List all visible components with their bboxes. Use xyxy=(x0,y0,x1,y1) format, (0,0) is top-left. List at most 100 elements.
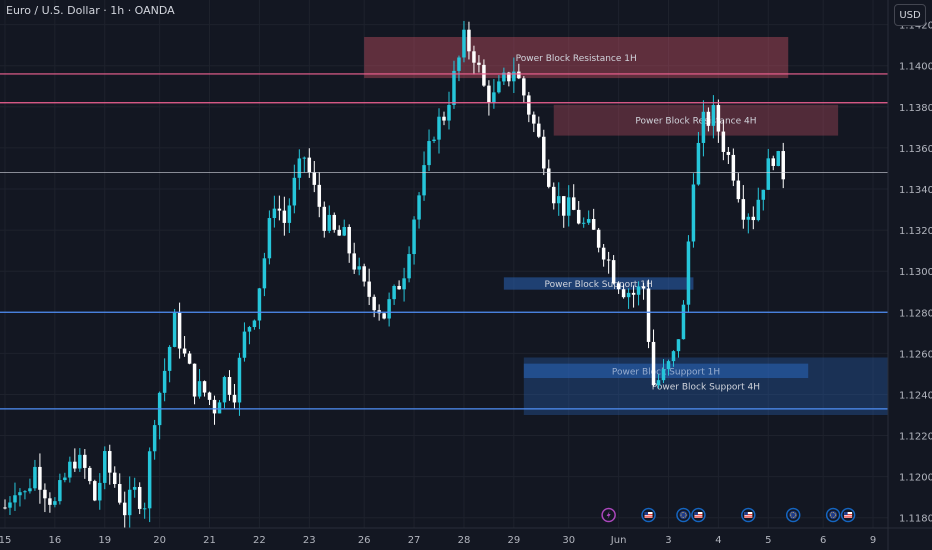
candle-body xyxy=(776,151,780,166)
candle-body xyxy=(307,157,312,173)
candle-body xyxy=(576,209,581,224)
candle-body xyxy=(18,492,22,496)
us-flag-glyph xyxy=(644,512,649,515)
candle-body xyxy=(347,226,351,254)
power-block-zones: Power Block Resistance 1H Power Block Res… xyxy=(364,36,888,416)
candle-body xyxy=(462,29,466,58)
x-tick-label: 26 xyxy=(358,535,371,546)
flash-icon-glyph xyxy=(606,511,611,519)
candle-body xyxy=(681,304,686,340)
eu-flag-glyph xyxy=(830,512,837,519)
event-markers[interactable] xyxy=(601,507,856,523)
candle-body xyxy=(552,186,556,204)
candle-body xyxy=(342,226,346,236)
candle-body xyxy=(58,480,62,502)
candle-body xyxy=(88,467,92,482)
y-tick-label: 1.12400 xyxy=(899,390,932,401)
candle-body xyxy=(736,180,741,200)
candle-body xyxy=(746,216,751,220)
power-block-zone xyxy=(364,36,789,79)
power-block-zone xyxy=(553,104,839,136)
candle-body xyxy=(571,197,576,210)
y-tick-label: 1.13600 xyxy=(899,144,932,155)
eu-flag-glyph xyxy=(680,512,687,519)
candle-body xyxy=(537,123,541,137)
candle-body xyxy=(172,312,177,347)
candle-body xyxy=(512,71,516,82)
candle-body xyxy=(262,258,267,289)
candle-body xyxy=(691,184,696,242)
candle-body xyxy=(222,377,227,403)
y-tick-label: 1.12600 xyxy=(899,349,932,360)
candle-body xyxy=(352,253,356,270)
candle-body xyxy=(43,489,47,499)
candle-body xyxy=(227,377,232,395)
candle-body xyxy=(257,288,262,321)
candle-body xyxy=(497,81,501,93)
candle-body xyxy=(671,351,676,362)
candle-body xyxy=(596,229,601,248)
candle-body xyxy=(437,116,441,140)
candle-body xyxy=(457,57,461,71)
us-flag-glyph xyxy=(644,514,653,516)
currency-button[interactable]: USD xyxy=(894,4,926,26)
x-tick-label: 19 xyxy=(98,535,111,546)
candle-body xyxy=(686,241,691,305)
candle-body xyxy=(502,72,506,82)
candle-body xyxy=(217,402,222,414)
candle-body xyxy=(522,78,526,96)
candle-body xyxy=(68,461,72,478)
candle-body xyxy=(212,399,217,414)
candle-body xyxy=(98,482,102,501)
candle-body xyxy=(616,283,621,290)
candle-body xyxy=(646,288,651,342)
candle-body xyxy=(242,331,247,358)
candle-body xyxy=(397,285,401,290)
power-block-zone xyxy=(523,363,809,379)
candle-body xyxy=(302,157,307,159)
x-tick-label: 27 xyxy=(408,535,421,546)
candle-body xyxy=(581,222,586,224)
candle-body xyxy=(467,29,471,52)
x-tick-label: 16 xyxy=(49,535,62,546)
us-flag-glyph xyxy=(744,516,753,518)
candle-body xyxy=(422,165,426,196)
x-tick-label: 22 xyxy=(253,535,266,546)
x-tick-label: 4 xyxy=(715,535,721,546)
eu-flag-glyph xyxy=(790,512,797,519)
candle-body xyxy=(177,312,182,349)
power-block-zone xyxy=(503,277,694,290)
power-block-zone xyxy=(523,357,888,416)
candle-body xyxy=(192,363,197,397)
candle-body xyxy=(162,370,167,393)
candle-body xyxy=(137,486,142,509)
candle-body xyxy=(317,184,322,207)
y-tick-label: 1.12200 xyxy=(899,432,932,443)
y-tick-label: 1.12800 xyxy=(899,308,932,319)
candle-body xyxy=(73,461,77,469)
candle-body xyxy=(23,491,27,493)
candle-body xyxy=(452,70,456,105)
y-tick-label: 1.13200 xyxy=(899,226,932,237)
candle-body xyxy=(207,392,212,400)
candle-body xyxy=(606,259,611,261)
candle-body xyxy=(666,361,671,370)
candle-body xyxy=(566,197,571,216)
candle-body xyxy=(38,466,42,490)
candle-body xyxy=(337,229,341,236)
candle-body xyxy=(232,394,237,403)
candle-body xyxy=(527,95,531,115)
x-tick-label: 28 xyxy=(458,535,471,546)
candle-body xyxy=(267,218,272,259)
candle-body xyxy=(147,451,152,509)
candle-body xyxy=(142,508,147,510)
us-flag-glyph xyxy=(744,514,753,516)
candle-body xyxy=(701,111,706,143)
candle-body xyxy=(711,105,716,126)
candle-body xyxy=(611,260,616,284)
candle-body xyxy=(631,292,636,295)
candle-body xyxy=(117,484,122,503)
y-tick-label: 1.13800 xyxy=(899,103,932,114)
